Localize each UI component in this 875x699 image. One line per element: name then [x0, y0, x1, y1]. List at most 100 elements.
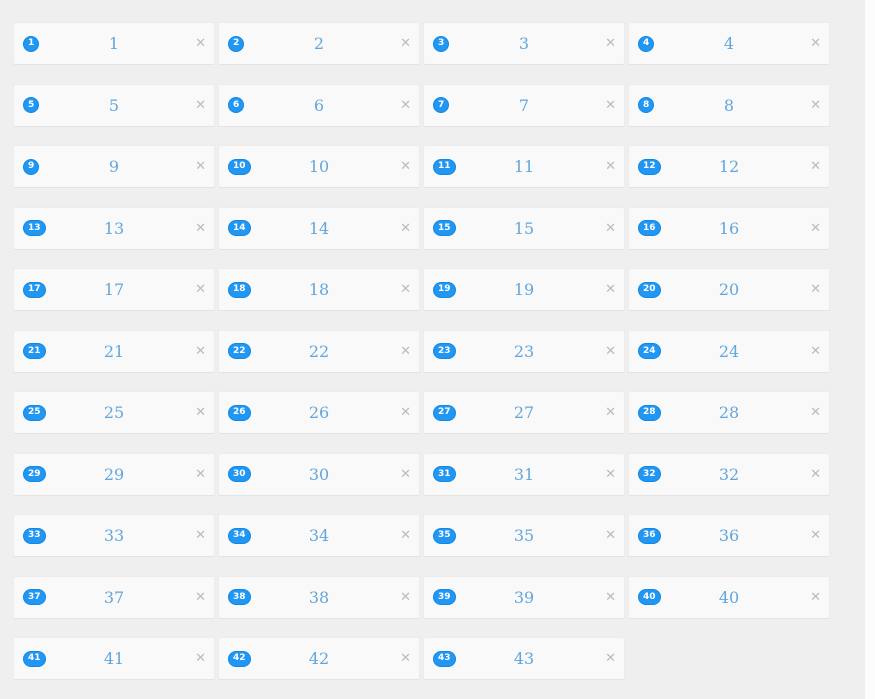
- close-icon[interactable]: ✕: [810, 282, 821, 297]
- close-icon[interactable]: ✕: [195, 282, 206, 297]
- number-card[interactable]: 9 9 ✕: [13, 145, 215, 188]
- number-card[interactable]: 30 30 ✕: [218, 452, 420, 496]
- number-card[interactable]: 2 2 ✕: [218, 22, 420, 65]
- index-badge: 38: [228, 589, 251, 605]
- close-icon[interactable]: ✕: [400, 282, 411, 297]
- number-card[interactable]: 39 39 ✕: [423, 575, 625, 619]
- close-icon[interactable]: ✕: [400, 97, 411, 113]
- number-card[interactable]: 42 42 ✕: [218, 637, 420, 680]
- number-card[interactable]: 24 24 ✕: [628, 329, 830, 373]
- number-card[interactable]: 26 26 ✕: [218, 391, 420, 434]
- close-icon[interactable]: ✕: [400, 36, 411, 51]
- index-badge: 43: [433, 650, 456, 667]
- number-card[interactable]: 20 20 ✕: [628, 268, 830, 311]
- number-card[interactable]: 32 32 ✕: [628, 452, 830, 496]
- number-card[interactable]: 17 17 ✕: [13, 268, 215, 311]
- close-icon[interactable]: ✕: [810, 97, 821, 113]
- number-card[interactable]: 19 19 ✕: [423, 268, 625, 311]
- close-icon[interactable]: ✕: [605, 589, 616, 605]
- close-icon[interactable]: ✕: [810, 528, 821, 543]
- close-icon[interactable]: ✕: [400, 528, 411, 543]
- close-icon[interactable]: ✕: [400, 651, 411, 666]
- number-card[interactable]: 11 11 ✕: [423, 145, 625, 188]
- close-icon[interactable]: ✕: [810, 36, 821, 51]
- number-card[interactable]: 7 7 ✕: [423, 83, 625, 127]
- number-card[interactable]: 40 40 ✕: [628, 575, 830, 619]
- close-icon[interactable]: ✕: [400, 466, 411, 482]
- number-card[interactable]: 16 16 ✕: [628, 206, 830, 250]
- number-card[interactable]: 5 5 ✕: [13, 83, 215, 127]
- number-card[interactable]: 12 12 ✕: [628, 145, 830, 188]
- close-icon[interactable]: ✕: [400, 405, 411, 420]
- index-badge: 41: [23, 650, 46, 667]
- close-icon[interactable]: ✕: [195, 36, 206, 51]
- number-card[interactable]: 21 21 ✕: [13, 329, 215, 373]
- number-card[interactable]: 43 43 ✕: [423, 637, 625, 680]
- number-card[interactable]: 27 27 ✕: [423, 391, 625, 434]
- number-card[interactable]: 4 4 ✕: [628, 22, 830, 65]
- number-card[interactable]: 28 28 ✕: [628, 391, 830, 434]
- close-icon[interactable]: ✕: [195, 466, 206, 482]
- number-card[interactable]: 13 13 ✕: [13, 206, 215, 250]
- item-number: 1: [108, 34, 120, 53]
- number-card[interactable]: 35 35 ✕: [423, 514, 625, 557]
- close-icon[interactable]: ✕: [810, 220, 821, 236]
- close-icon[interactable]: ✕: [605, 466, 616, 482]
- number-card[interactable]: 18 18 ✕: [218, 268, 420, 311]
- index-badge: 10: [228, 158, 251, 175]
- close-icon[interactable]: ✕: [195, 651, 206, 666]
- number-card[interactable]: 8 8 ✕: [628, 83, 830, 127]
- number-card[interactable]: 23 23 ✕: [423, 329, 625, 373]
- close-icon[interactable]: ✕: [605, 343, 616, 359]
- close-icon[interactable]: ✕: [810, 589, 821, 605]
- close-icon[interactable]: ✕: [400, 220, 411, 236]
- number-card[interactable]: 1 1 ✕: [13, 22, 215, 65]
- close-icon[interactable]: ✕: [605, 528, 616, 543]
- close-icon[interactable]: ✕: [605, 282, 616, 297]
- number-card[interactable]: 31 31 ✕: [423, 452, 625, 496]
- close-icon[interactable]: ✕: [605, 159, 616, 174]
- close-icon[interactable]: ✕: [195, 343, 206, 359]
- index-badge: 18: [228, 281, 251, 298]
- index-badge: 21: [23, 343, 46, 359]
- number-card[interactable]: 36 36 ✕: [628, 514, 830, 557]
- number-card[interactable]: 33 33 ✕: [13, 514, 215, 557]
- close-icon[interactable]: ✕: [605, 405, 616, 420]
- index-badge: 7: [433, 97, 450, 113]
- index-badge: 24: [638, 343, 661, 359]
- number-card[interactable]: 6 6 ✕: [218, 83, 420, 127]
- number-card[interactable]: 34 34 ✕: [218, 514, 420, 557]
- close-icon[interactable]: ✕: [195, 528, 206, 543]
- number-card[interactable]: 41 41 ✕: [13, 637, 215, 680]
- number-card[interactable]: 3 3 ✕: [423, 22, 625, 65]
- number-card[interactable]: 29 29 ✕: [13, 452, 215, 496]
- close-icon[interactable]: ✕: [605, 36, 616, 51]
- number-card[interactable]: 14 14 ✕: [218, 206, 420, 250]
- index-badge: 5: [23, 97, 40, 113]
- index-badge: 17: [23, 281, 46, 298]
- close-icon[interactable]: ✕: [195, 589, 206, 605]
- scrollbar-track[interactable]: [865, 0, 875, 699]
- close-icon[interactable]: ✕: [605, 651, 616, 666]
- number-card[interactable]: 25 25 ✕: [13, 391, 215, 434]
- close-icon[interactable]: ✕: [195, 159, 206, 174]
- number-card[interactable]: 15 15 ✕: [423, 206, 625, 250]
- close-icon[interactable]: ✕: [810, 343, 821, 359]
- close-icon[interactable]: ✕: [195, 220, 206, 236]
- close-icon[interactable]: ✕: [810, 159, 821, 174]
- close-icon[interactable]: ✕: [195, 405, 206, 420]
- index-badge: 40: [638, 589, 661, 605]
- close-icon[interactable]: ✕: [400, 343, 411, 359]
- number-card[interactable]: 22 22 ✕: [218, 329, 420, 373]
- close-icon[interactable]: ✕: [400, 159, 411, 174]
- close-icon[interactable]: ✕: [605, 97, 616, 113]
- close-icon[interactable]: ✕: [605, 220, 616, 236]
- index-badge: 6: [228, 97, 245, 113]
- number-card[interactable]: 37 37 ✕: [13, 575, 215, 619]
- number-card[interactable]: 10 10 ✕: [218, 145, 420, 188]
- close-icon[interactable]: ✕: [195, 97, 206, 113]
- close-icon[interactable]: ✕: [810, 405, 821, 420]
- number-card[interactable]: 38 38 ✕: [218, 575, 420, 619]
- close-icon[interactable]: ✕: [810, 466, 821, 482]
- close-icon[interactable]: ✕: [400, 589, 411, 605]
